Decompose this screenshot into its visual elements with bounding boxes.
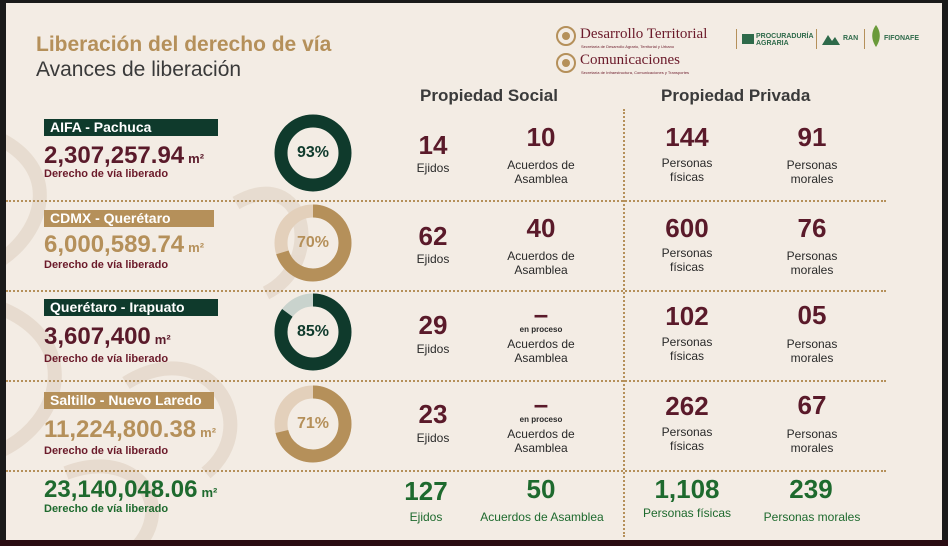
area-caption: Derecho de vía liberado: [44, 353, 169, 365]
procuraduria-logo: PROCURADURÍA AGRARIA: [756, 33, 814, 47]
personas-morales-count: 67: [797, 390, 827, 420]
progress-ring: 93%: [274, 114, 352, 192]
acuerdos-label: Acuerdos de Asamblea: [507, 249, 575, 277]
comunicaciones-logo: Comunicaciones: [580, 52, 680, 68]
desarrollo-subtitle: Secretaría de Desarrollo Agrario, Territ…: [581, 44, 675, 49]
personas-morales-label: Personas morales: [786, 427, 838, 455]
progress-ring: 71%: [274, 385, 352, 463]
acuerdos-count: –: [533, 299, 549, 329]
route-label: AIFA - Pachuca: [44, 119, 218, 136]
page-subtitle: Avances de liberación: [36, 58, 242, 81]
row-divider: [6, 200, 886, 202]
total-personas-fisicas-label: Personas físicas: [642, 506, 732, 520]
route-label: CDMX - Querétaro: [44, 210, 214, 227]
area-caption: Derecho de vía liberado: [44, 259, 169, 271]
progress-percent: 93%: [296, 144, 330, 161]
area-caption: Derecho de vía liberado: [44, 168, 169, 180]
row-divider: [6, 380, 886, 382]
personas-morales-count: 76: [797, 213, 827, 243]
eagle-emblem-icon: [556, 26, 576, 46]
personas-fisicas-label: Personas físicas: [661, 156, 713, 184]
personas-fisicas-label: Personas físicas: [661, 246, 713, 274]
personas-fisicas-label: Personas físicas: [661, 335, 713, 363]
personas-morales-label: Personas morales: [786, 337, 838, 365]
area-value: 3,607,400 m²: [44, 323, 171, 350]
comunicaciones-subtitle: Secretaría de Infraestructura, Comunicac…: [581, 70, 690, 75]
total-area-value: 23,140,048.06 m²: [44, 476, 218, 503]
total-area-caption: Derecho de vía liberado: [44, 503, 169, 515]
total-acuerdos-count: 50: [526, 474, 556, 504]
acuerdos-count: 40: [526, 213, 556, 243]
ejidos-count: 14: [418, 130, 448, 160]
route-label: Saltillo - Nuevo Laredo: [44, 392, 214, 409]
row-divider: [6, 470, 886, 472]
row-divider: [6, 290, 886, 292]
desarrollo-logo: Desarrollo Territorial: [580, 26, 708, 42]
ran-icon: [822, 35, 840, 45]
acuerdos-label: Acuerdos de Asamblea: [507, 337, 575, 365]
route-label: Querétaro - Irapuato: [44, 299, 218, 316]
eagle-emblem-icon: [556, 53, 576, 73]
area-value: 11,224,800.38 m²: [44, 416, 217, 443]
total-personas-morales-label: Personas morales: [763, 510, 861, 524]
personas-morales-count: 91: [797, 122, 827, 152]
personas-fisicas-count: 144: [665, 122, 709, 152]
page-title: Liberación del derecho de vía: [36, 33, 332, 56]
area-caption: Derecho de vía liberado: [44, 445, 169, 457]
acuerdos-label: Acuerdos de Asamblea: [507, 158, 575, 186]
total-ejidos-label: Ejidos: [409, 510, 443, 524]
personas-fisicas-count: 102: [665, 301, 709, 331]
ejidos-count: 29: [418, 310, 448, 340]
institution-logos: Desarrollo Territorial Secretaría de Des…: [552, 23, 932, 78]
header-propiedad-social: Propiedad Social: [420, 86, 558, 105]
header-propiedad-privada: Propiedad Privada: [661, 86, 811, 105]
personas-morales-label: Personas morales: [786, 249, 838, 277]
acuerdos-status: en proceso: [519, 415, 563, 424]
total-personas-morales-count: 239: [789, 474, 833, 504]
total-acuerdos-label: Acuerdos de Asamblea: [480, 510, 604, 524]
acuerdos-label: Acuerdos de Asamblea: [507, 427, 575, 455]
progress-ring: 70%: [274, 204, 352, 282]
fifonafe-leaf-icon: [872, 25, 880, 47]
progress-ring: 85%: [274, 293, 352, 371]
acuerdos-count: 10: [526, 122, 556, 152]
ejidos-label: Ejidos: [416, 161, 450, 175]
ejidos-count: 62: [418, 221, 448, 251]
bottom-bar: [0, 540, 948, 546]
personas-morales-label: Personas morales: [786, 158, 838, 186]
ejidos-label: Ejidos: [416, 431, 450, 445]
procuraduria-icon: [742, 34, 754, 44]
acuerdos-status: en proceso: [519, 325, 563, 334]
personas-morales-count: 05: [797, 300, 827, 330]
presentation-slide: Liberación del derecho de vía Avances de…: [6, 3, 942, 540]
column-divider: [623, 109, 625, 537]
total-ejidos-count: 127: [404, 476, 448, 506]
area-value: 2,307,257.94 m²: [44, 142, 205, 169]
ejidos-label: Ejidos: [416, 252, 450, 266]
ejidos-count: 23: [418, 399, 448, 429]
ran-logo: RAN: [843, 35, 859, 42]
personas-fisicas-count: 600: [665, 213, 709, 243]
area-value: 6,000,589.74 m²: [44, 231, 205, 258]
ejidos-label: Ejidos: [416, 342, 450, 356]
total-personas-fisicas-count: 1,108: [654, 474, 720, 504]
personas-fisicas-count: 262: [665, 391, 709, 421]
logo-divider: [736, 29, 737, 49]
logo-divider: [864, 29, 865, 49]
logo-divider: [816, 29, 817, 49]
personas-fisicas-label: Personas físicas: [661, 425, 713, 453]
progress-percent: 85%: [296, 323, 330, 340]
fifonafe-logo: FIFONAFE: [884, 35, 919, 42]
acuerdos-count: –: [533, 389, 549, 419]
progress-percent: 70%: [296, 234, 330, 251]
progress-percent: 71%: [296, 415, 330, 432]
